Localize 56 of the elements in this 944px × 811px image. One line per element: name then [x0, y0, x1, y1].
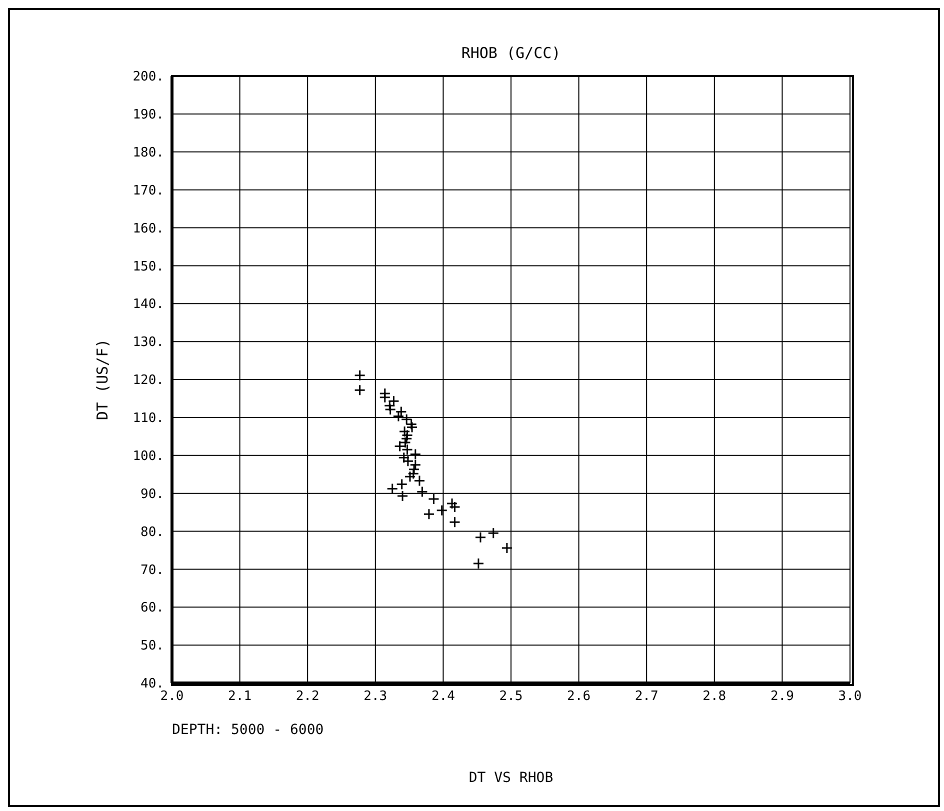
point	[399, 436, 411, 448]
point	[472, 558, 484, 570]
point	[354, 384, 366, 396]
point	[402, 430, 414, 442]
point	[416, 486, 428, 498]
y-axis-title: DT (US/F)	[93, 338, 112, 420]
point	[474, 532, 486, 544]
y-tick-label: 130.	[132, 335, 164, 350]
y-tick-label: 120.	[132, 373, 164, 388]
point	[448, 516, 460, 528]
point	[436, 504, 448, 516]
point	[501, 542, 513, 554]
point	[384, 404, 396, 416]
x-tick-label: 2.2	[296, 689, 320, 704]
y-tick-label: 80.	[140, 524, 164, 540]
y-tick-label: 150.	[132, 259, 164, 274]
y-tick-label: 170.	[132, 183, 164, 198]
x-tick-label: 2.0	[160, 689, 184, 704]
point	[400, 432, 412, 444]
point	[398, 452, 410, 464]
point	[386, 483, 398, 495]
x-tick-label: 2.6	[567, 689, 591, 704]
y-tick-label: 160.	[132, 221, 164, 236]
x-tick-label: 2.9	[770, 689, 794, 704]
y-tick-label: 110.	[132, 411, 164, 426]
point	[408, 464, 420, 476]
text: DEPTH: 5000 - 6000	[172, 722, 324, 738]
point	[428, 493, 440, 505]
y-tick-label: 60.	[140, 600, 164, 616]
y-tick-label: 70.	[140, 562, 164, 578]
point	[448, 501, 460, 513]
point	[488, 527, 500, 539]
point	[423, 508, 435, 520]
x-tick-label: 2.1	[228, 689, 252, 704]
y-tick-label: 180.	[132, 145, 164, 160]
y-tick-label: 190.	[132, 108, 164, 123]
y-tick-label: 90.	[140, 486, 164, 502]
point	[398, 426, 410, 438]
x-tick-label: 2.4	[431, 689, 456, 704]
text: DT VS RHOB	[468, 770, 554, 786]
x-tick-label: 2.7	[634, 689, 658, 704]
x-tick-label: 2.8	[702, 689, 726, 704]
point	[446, 498, 458, 510]
point	[388, 395, 400, 407]
y-tick-label: 50.	[140, 638, 164, 654]
x-axis-title: RHOB (G/CC)	[460, 44, 562, 62]
x-tick-label: 2.3	[364, 689, 388, 704]
point	[354, 370, 366, 382]
x-tick-label: 3.0	[838, 689, 862, 704]
point	[404, 470, 416, 482]
x-tick-label: 2.5	[499, 689, 523, 704]
y-tick-label: 200.	[132, 70, 164, 85]
point	[396, 478, 408, 490]
y-tick-label: 140.	[132, 297, 164, 312]
point	[396, 490, 408, 502]
y-tick-label: 100.	[132, 448, 164, 464]
